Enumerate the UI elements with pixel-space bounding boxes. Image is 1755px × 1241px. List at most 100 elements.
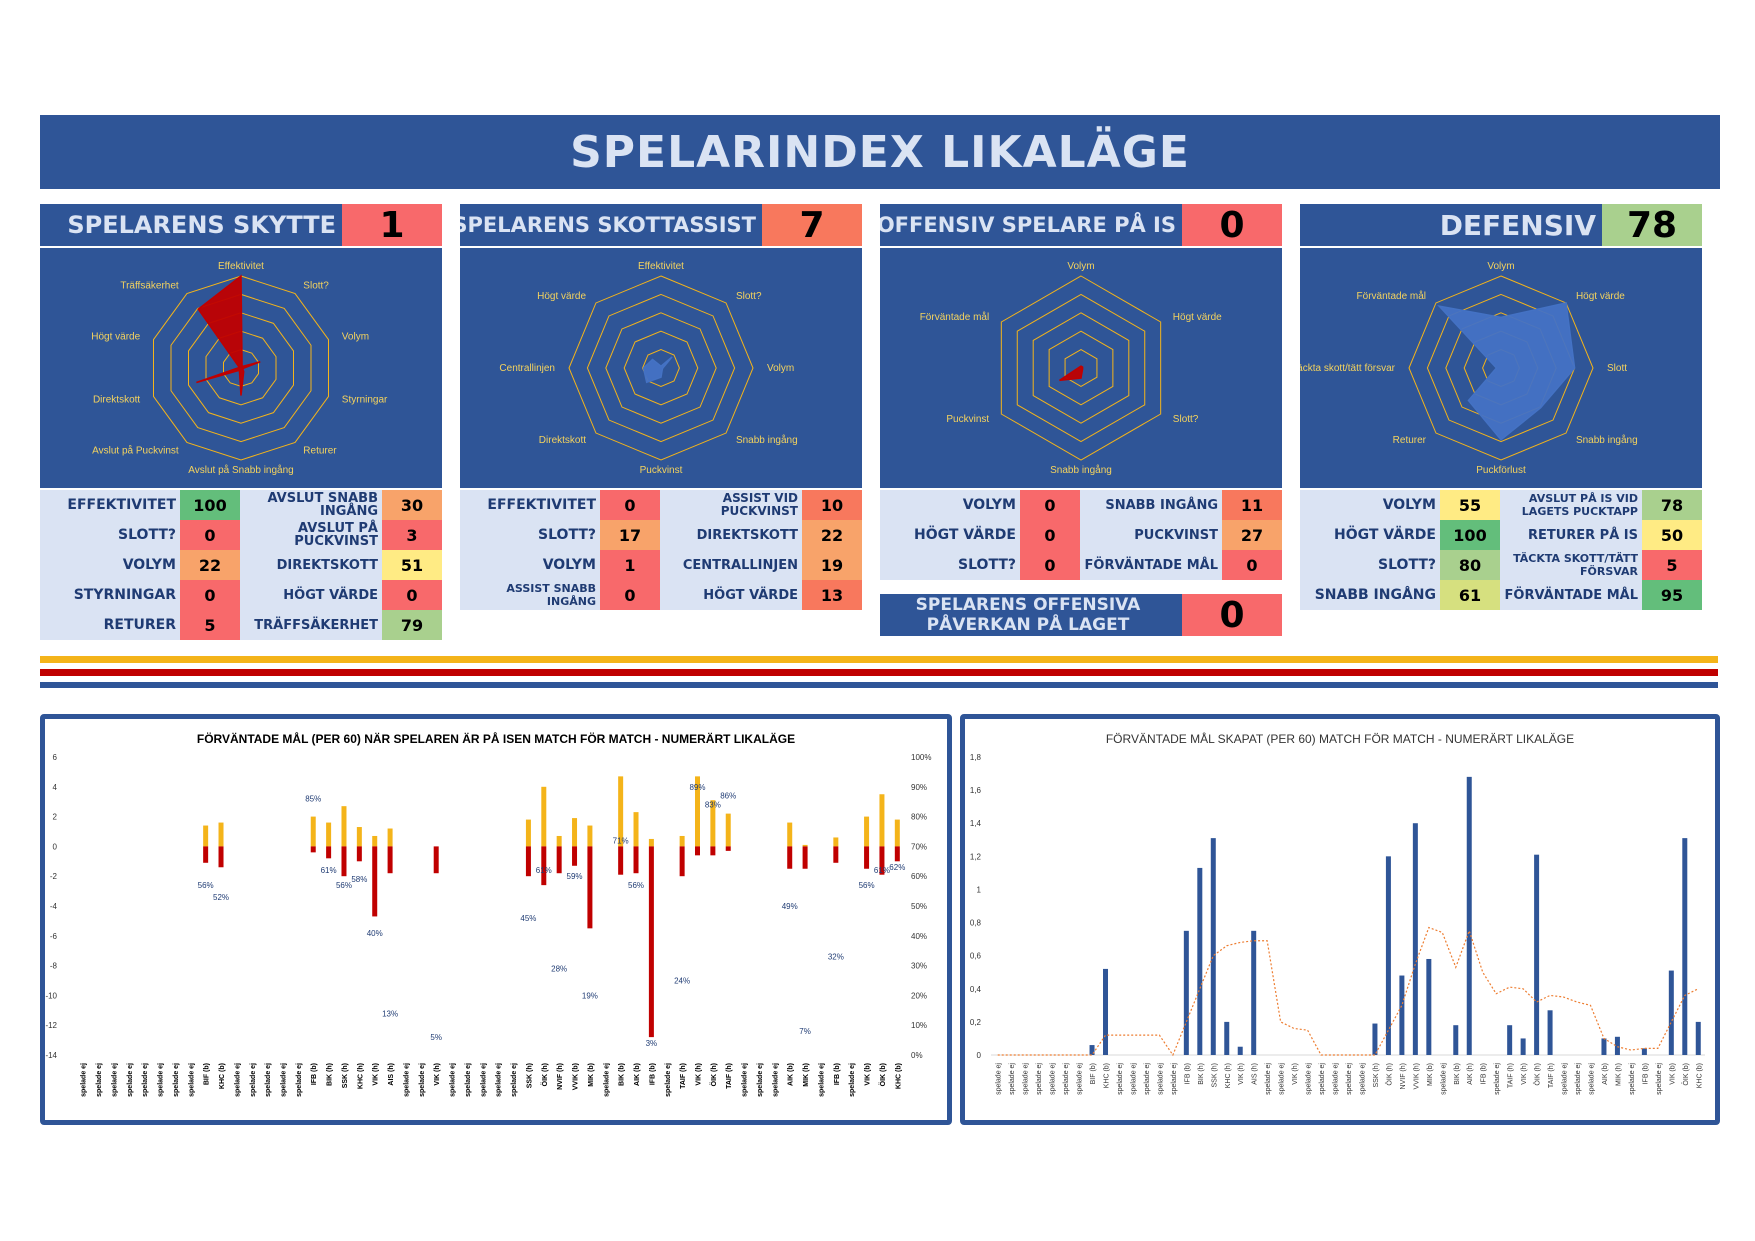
metric-label: DIREKTSKOTT [240, 550, 382, 580]
x-tick-label: KHC (b) [1696, 1063, 1703, 1088]
x-tick-label: VIK (h) [1521, 1063, 1528, 1085]
radar-ring [170, 293, 312, 443]
x-tick-label: VIK (h) [434, 1063, 441, 1086]
radar-ring [1408, 275, 1594, 461]
bar [1251, 930, 1257, 1055]
metric-label: HÖGT VÄRDE [1300, 520, 1440, 550]
metric-label: SLOTT? [460, 520, 600, 550]
x-tick-label: spelade ej [1346, 1063, 1353, 1095]
metric-label: VOLYM [40, 550, 180, 580]
x-tick-label: spelade ej [1050, 1063, 1057, 1095]
x-tick-label: spelade ej [665, 1063, 672, 1097]
x-tick-label: spelade ej [1359, 1063, 1366, 1095]
x-tick-label: AIK (h) [1467, 1063, 1474, 1085]
radar-axis-label: Volym [342, 331, 369, 342]
pct-data-label: 45% [520, 914, 536, 923]
bar [1466, 776, 1472, 1055]
x-tick-label: spelade ej [281, 1063, 288, 1097]
x-tick-label: spelade ej [496, 1063, 503, 1097]
radar-ring [1064, 349, 1098, 387]
y-tick-label: 0,4 [970, 985, 982, 994]
metric-label: FÖRVÄNTADE MÅL [1080, 550, 1222, 580]
radar-axis-label: Effektivitet [218, 261, 264, 272]
metric-row: SLOTT? 80 TÄCKTA SKOTT/TÄTT FÖRSVAR 5 [1300, 550, 1702, 580]
metric-row: HÖGT VÄRDE 100 RETURER PÅ IS 50 [1300, 520, 1702, 550]
stripe-red [40, 669, 1718, 676]
bar-negative [310, 846, 316, 853]
x-tick-label: spelade ej [403, 1063, 410, 1097]
x-tick-label: NVIF (h) [557, 1063, 564, 1090]
bar [1601, 1038, 1607, 1055]
radar-axis-label: Returer [303, 446, 337, 457]
radar-ring [623, 330, 699, 406]
bar-positive [833, 837, 839, 847]
metric-label: RETURER PÅ IS [1500, 520, 1642, 550]
pct-data-label: 62% [889, 863, 905, 872]
radar-axis-label: Puckvinst [946, 414, 989, 425]
radar-ring [205, 330, 277, 406]
pct-data-label: 61% [874, 866, 890, 875]
metric-value: 95 [1642, 580, 1702, 610]
y-tick-label: -10 [45, 991, 57, 1000]
x-tick-label: KHC (b) [1104, 1063, 1111, 1088]
x-tick-label: ÖIK (h) [709, 1063, 718, 1086]
bar [1372, 1023, 1378, 1055]
x-tick-label: BIK (b) [1454, 1063, 1461, 1085]
y-tick-label: 0 [53, 842, 58, 851]
trend-line [997, 926, 1699, 1057]
x-tick-label: spelade ej [480, 1063, 487, 1097]
x-tick-label: VIK (h) [1238, 1063, 1245, 1085]
bar-negative [894, 846, 900, 862]
radar-ring [642, 349, 680, 387]
metric-value: 5 [1642, 550, 1702, 580]
metric-value: 79 [382, 610, 442, 640]
bar [1210, 838, 1216, 1055]
radar-value-area [642, 356, 673, 384]
x-tick-label: spelade ej [1063, 1063, 1070, 1095]
metric-value: 80 [1440, 550, 1500, 580]
bar-positive [541, 786, 547, 847]
x-tick-label: NVIF (h) [1400, 1063, 1407, 1089]
bar-positive [203, 825, 209, 847]
x-tick-label: KHC (b) [219, 1063, 226, 1089]
radar-axis-label: Puckförlust [1476, 465, 1526, 476]
metric-label: SNABB INGÅNG [1300, 580, 1440, 610]
bar [1197, 867, 1203, 1055]
bar-negative [618, 846, 624, 875]
x-tick-label: spelade ej [234, 1063, 241, 1097]
x-tick-label: spelade ej [1306, 1063, 1313, 1095]
pct-data-label: 5% [430, 1033, 442, 1042]
x-tick-label: VIK (h) [696, 1063, 703, 1086]
radar-axis-label: Puckvinst [640, 465, 683, 476]
bar-negative [433, 846, 439, 874]
radar-chart: Effektivitet Slott? Volym Styrningar Returer… [40, 248, 442, 488]
bar [1547, 1010, 1553, 1055]
bar [1224, 1021, 1230, 1055]
panel-score: 0 [1182, 204, 1282, 246]
x-tick-label: VVIK (h) [1413, 1063, 1420, 1089]
bar-positive [879, 794, 885, 847]
y-tick-label: 0,8 [970, 919, 982, 928]
bar-negative [879, 846, 885, 875]
bar [1412, 823, 1418, 1055]
x-tick-label: AIK (b) [1602, 1063, 1609, 1085]
radar-axis-label: Returer [1393, 435, 1427, 446]
metric-row: ASSIST SNABB INGÅNG 0 HÖGT VÄRDE 13 [460, 580, 862, 610]
metric-label: EFFEKTIVITET [460, 490, 600, 520]
bar-negative [864, 846, 870, 869]
pct-data-label: 52% [213, 893, 229, 902]
bar-positive [894, 819, 900, 847]
y-tick-label: -14 [45, 1051, 57, 1060]
metric-value: 0 [1020, 520, 1080, 550]
metric-label: TRÄFFSÄKERHET [240, 610, 382, 640]
metric-label: CENTRALLINJEN [660, 550, 802, 580]
metric-row: HÖGT VÄRDE 0 PUCKVINST 27 [880, 520, 1282, 550]
x-tick-label: spelade ej [1023, 1063, 1030, 1095]
metric-value: 78 [1642, 490, 1702, 520]
radar-axis-label: Högt värde [537, 291, 586, 302]
x-tick-label: spelade ej [1077, 1063, 1084, 1095]
radar-axis-label: Högt värde [1576, 291, 1625, 302]
metric-label: VOLYM [460, 550, 600, 580]
bar [1534, 854, 1540, 1055]
x-tick-label: spelade ej [296, 1063, 303, 1097]
